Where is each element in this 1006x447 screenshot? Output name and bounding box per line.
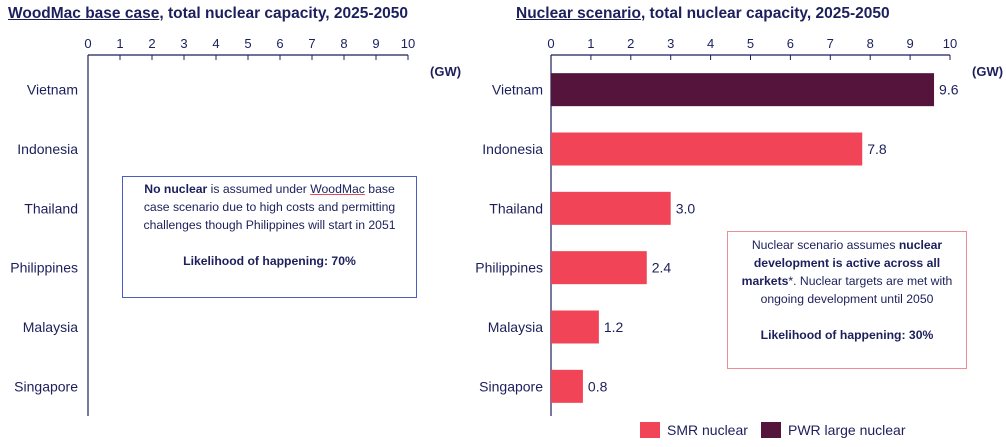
- pwr-swatch: [761, 422, 781, 438]
- legend-item-smr: SMR nuclear: [640, 422, 748, 438]
- right-note-text-b: *. Nuclear targets are met with ongoing …: [760, 274, 953, 306]
- right-note-bold: nuclear development is active across all…: [741, 238, 943, 288]
- left-category-label: Thailand: [24, 200, 78, 216]
- left-tick-label: 4: [212, 36, 219, 51]
- right-tick-label: 10: [943, 36, 957, 51]
- right-tick-label: 5: [747, 36, 754, 51]
- left-tick-label: 8: [340, 36, 347, 51]
- right-unit-label: (GW): [972, 64, 1003, 79]
- right-data-label: 7.8: [867, 141, 887, 157]
- right-note-box: Nuclear scenario assumes nuclear develop…: [727, 231, 967, 369]
- left-category-label: Malaysia: [23, 319, 78, 335]
- right-tick-label: 6: [787, 36, 794, 51]
- legend-pwr-label: PWR large nuclear: [788, 422, 906, 438]
- left-tick-label: 2: [148, 36, 155, 51]
- left-note-underlined: WoodMac: [310, 182, 365, 196]
- left-note-bold: No nuclear: [144, 182, 208, 196]
- left-category-label: Philippines: [10, 260, 78, 276]
- right-tick-label: 8: [867, 36, 874, 51]
- left-tick-label: 7: [308, 36, 315, 51]
- left-note-text-b: base case scenario due to high costs and…: [143, 182, 396, 232]
- right-tick-label: 1: [587, 36, 594, 51]
- right-category-label: Vietnam: [492, 82, 543, 98]
- left-title-rest: , total nuclear capacity, 2025-2050: [159, 5, 409, 22]
- left-tick-label: 5: [244, 36, 251, 51]
- right-tick-label: 2: [627, 36, 634, 51]
- right-tick-label: 9: [906, 36, 913, 51]
- right-title-main: Nuclear scenario: [516, 5, 641, 22]
- right-category-label: Indonesia: [482, 141, 543, 157]
- left-note-box: No nuclear is assumed under WoodMac base…: [122, 176, 417, 298]
- right-data-label: 0.8: [588, 378, 608, 394]
- left-title-main: WoodMac base case: [8, 5, 160, 22]
- left-tick-label: 10: [401, 36, 415, 51]
- right-bar-pwr: [551, 73, 935, 107]
- smr-swatch: [640, 422, 660, 438]
- right-bar-smr: [551, 251, 647, 285]
- right-data-label: 1.2: [604, 319, 624, 335]
- right-tick-label: 0: [547, 36, 554, 51]
- right-tick-label: 4: [707, 36, 714, 51]
- right-title-rest: , total nuclear capacity, 2025-2050: [640, 5, 890, 22]
- left-category-label: Indonesia: [17, 141, 78, 157]
- left-tick-label: 0: [84, 36, 91, 51]
- left-tick-label: 1: [116, 36, 123, 51]
- right-data-label: 9.6: [939, 82, 959, 98]
- right-chart-title: Nuclear scenario, total nuclear capacity…: [516, 5, 890, 23]
- left-unit-label: (GW): [430, 64, 461, 79]
- right-note-likelihood: Likelihood of happening: 30%: [760, 328, 934, 342]
- left-tick-label: 3: [180, 36, 187, 51]
- left-chart-title: WoodMac base case, total nuclear capacit…: [8, 5, 408, 23]
- left-tick-label: 9: [372, 36, 379, 51]
- right-note-text-a: Nuclear scenario assumes: [751, 238, 899, 252]
- right-bar-smr: [551, 310, 599, 344]
- right-bar-smr: [551, 132, 863, 166]
- left-category-label: Singapore: [14, 378, 78, 394]
- left-note-text-a: is assumed under: [207, 182, 311, 196]
- right-bar-smr: [551, 369, 583, 403]
- right-tick-label: 7: [827, 36, 834, 51]
- right-bar-smr: [551, 191, 671, 225]
- legend-item-pwr: PWR large nuclear: [761, 422, 906, 438]
- left-tick-label: 6: [276, 36, 283, 51]
- right-tick-label: 3: [667, 36, 674, 51]
- right-category-label: Singapore: [479, 378, 543, 394]
- legend-smr-label: SMR nuclear: [667, 422, 748, 438]
- right-category-label: Philippines: [475, 260, 543, 276]
- left-category-label: Vietnam: [27, 82, 78, 98]
- right-data-label: 3.0: [676, 200, 696, 216]
- left-note-likelihood: Likelihood of happening: 70%: [183, 254, 356, 268]
- right-category-label: Thailand: [489, 200, 543, 216]
- right-category-label: Malaysia: [488, 319, 543, 335]
- right-data-label: 2.4: [652, 260, 672, 276]
